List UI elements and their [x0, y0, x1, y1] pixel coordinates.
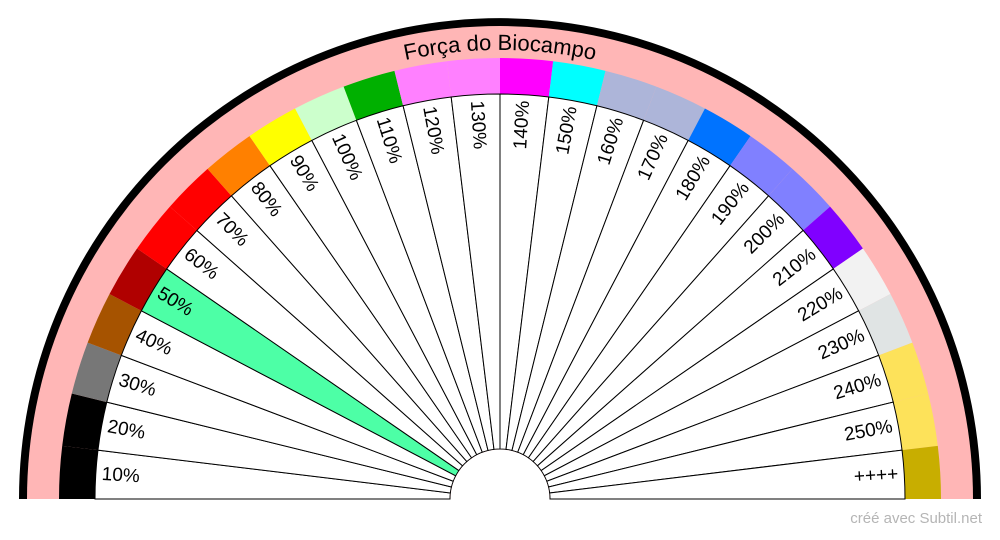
color-cell: [500, 58, 554, 97]
credit-text: créé avec Subtil.net: [850, 510, 982, 527]
color-cell: [878, 342, 929, 403]
color-cell: [62, 393, 107, 451]
color-cell: [893, 393, 938, 451]
color-cell: [87, 294, 142, 356]
color-cell: [833, 248, 891, 311]
color-cell: [688, 108, 751, 166]
sector-label: 10%: [101, 464, 140, 487]
sector-label: 130%: [466, 100, 490, 150]
color-cell: [902, 445, 941, 499]
color-cell: [803, 206, 863, 269]
color-cell: [858, 294, 913, 356]
color-cell: [207, 136, 270, 196]
color-cell: [71, 342, 122, 403]
color-cell: [343, 70, 404, 121]
sector-label: ++++: [853, 464, 899, 488]
color-cell: [109, 248, 167, 311]
color-cell: [643, 86, 705, 141]
color-cell: [137, 206, 197, 269]
color-cell: [394, 61, 452, 106]
color-cell: [768, 168, 831, 231]
color-cell: [169, 168, 232, 231]
color-cell: [295, 86, 357, 141]
color-cell: [548, 61, 606, 106]
center-hub: [450, 449, 550, 499]
color-cell: [730, 136, 793, 196]
color-cell: [446, 58, 500, 97]
color-cell: [596, 70, 657, 121]
sector[interactable]: [549, 449, 906, 500]
color-cell: [249, 108, 312, 166]
color-band: [59, 58, 941, 499]
sectors: [94, 93, 906, 500]
color-cell: [59, 445, 98, 499]
sector-label: 140%: [510, 100, 534, 150]
